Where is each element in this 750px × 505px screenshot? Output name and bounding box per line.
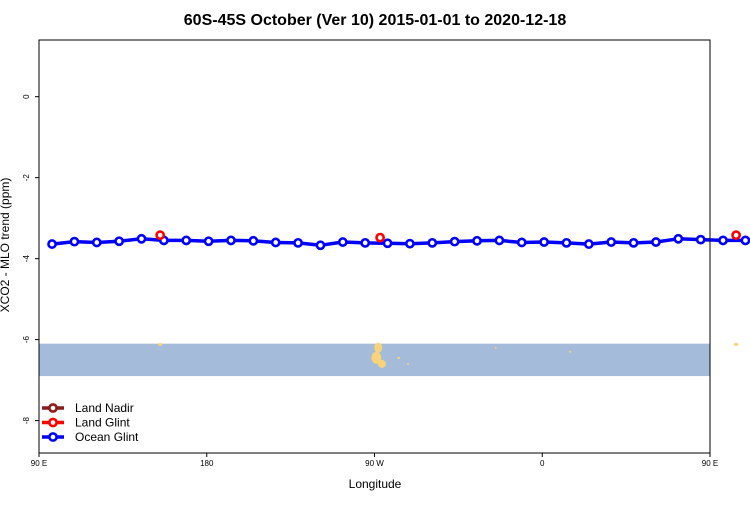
legend-label: Land Nadir: [75, 401, 134, 415]
plot-layer: [39, 230, 750, 377]
legend-swatch-marker: [48, 417, 58, 428]
data-point: [382, 238, 393, 249]
data-point: [203, 236, 214, 247]
legend-item-land-glint: Land Glint: [42, 416, 130, 430]
data-point: [69, 236, 80, 247]
x-tick-label: 90 W: [365, 459, 384, 468]
legend-item-land-nadir: Land Nadir: [42, 401, 134, 415]
data-point: [472, 235, 482, 246]
data-point: [583, 239, 594, 249]
y-tick-label: -6: [22, 336, 31, 344]
data-point: [293, 237, 303, 248]
x-tick-label: 90 E: [702, 459, 718, 468]
legend-label: Ocean Glint: [75, 430, 139, 444]
data-point: [695, 234, 706, 245]
legend-swatch-marker: [48, 432, 58, 442]
data-point: [427, 237, 438, 248]
data-point: [375, 232, 385, 243]
data-point: [449, 236, 460, 247]
series-ocean-glint: [47, 233, 750, 251]
y-axis-label: XCO2 - MLO trend (ppm): [0, 178, 12, 313]
y-tick-label: -4: [22, 255, 31, 263]
map-land-patch: [494, 346, 497, 349]
data-point: [740, 235, 750, 246]
legend-item-ocean-glint: Ocean Glint: [42, 430, 139, 444]
data-point: [606, 237, 617, 247]
legend-label: Land Glint: [75, 416, 130, 430]
map-land-patch: [158, 342, 163, 346]
map-land-patch: [374, 342, 383, 353]
data-point: [248, 235, 259, 246]
data-point: [405, 238, 415, 249]
x-tick-label: 180: [200, 459, 214, 468]
data-point: [494, 235, 505, 246]
data-point: [136, 233, 147, 244]
series-land-glint: [155, 230, 741, 243]
x-tick-label: 0: [540, 459, 545, 468]
series-line: [51, 237, 746, 248]
data-point: [539, 237, 550, 247]
y-tick-label: 0: [22, 94, 31, 99]
x-axis: 90 E 180 90 W 0 90 E: [31, 453, 718, 468]
data-point: [561, 237, 572, 248]
x-axis-label: Longitude: [349, 477, 402, 491]
y-axis: 0 -2 -4 -6 -8: [22, 94, 39, 424]
x-tick-label: 90 E: [31, 459, 47, 468]
data-point: [628, 237, 639, 248]
map-land-patch: [397, 356, 401, 359]
chart-title: 60S-45S October (Ver 10) 2015-01-01 to 2…: [184, 12, 567, 29]
data-point: [337, 237, 348, 247]
legend-swatch-marker: [48, 403, 58, 413]
data-point: [718, 235, 728, 246]
data-point: [673, 233, 684, 244]
data-point: [91, 237, 102, 248]
y-tick-label: -2: [22, 174, 31, 182]
map-land-patch: [569, 350, 572, 353]
map-land-patch: [377, 359, 386, 368]
data-point: [516, 237, 527, 248]
map-land-patch: [407, 362, 410, 365]
data-point: [114, 236, 125, 247]
data-point: [360, 237, 371, 248]
data-point: [651, 237, 661, 247]
map-land-patch: [733, 342, 739, 346]
y-tick-label: -8: [22, 417, 31, 425]
map-land-patch: [371, 351, 382, 364]
data-point: [315, 240, 326, 251]
data-point: [47, 239, 57, 249]
data-point: [181, 235, 192, 246]
data-point: [270, 237, 281, 248]
data-point: [226, 235, 236, 246]
data-point: [155, 230, 166, 241]
data-point: [731, 230, 741, 241]
